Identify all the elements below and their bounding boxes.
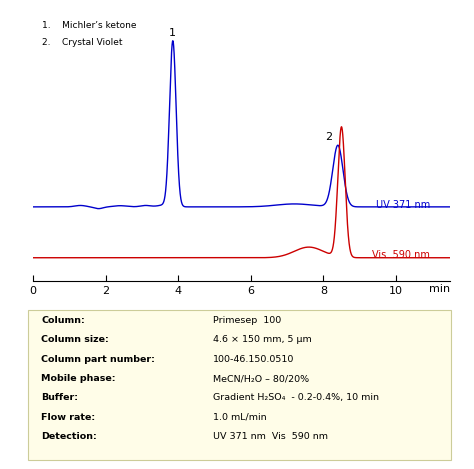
Text: UV 371 nm  Vis  590 nm: UV 371 nm Vis 590 nm [213, 432, 328, 441]
Text: 1.0 mL/min: 1.0 mL/min [213, 413, 266, 422]
Text: Detection:: Detection: [41, 432, 97, 441]
Text: 4.6 × 150 mm, 5 μm: 4.6 × 150 mm, 5 μm [213, 335, 312, 344]
Text: MeCN/H₂O – 80/20%: MeCN/H₂O – 80/20% [213, 374, 309, 383]
Text: 100-46.150.0510: 100-46.150.0510 [213, 355, 294, 364]
Text: Vis  590 nm: Vis 590 nm [373, 250, 430, 260]
Text: 2.    Crystal Violet: 2. Crystal Violet [42, 38, 123, 47]
Text: Primesep  100: Primesep 100 [213, 316, 281, 325]
Text: 2: 2 [325, 132, 332, 142]
Text: UV 371 nm: UV 371 nm [376, 199, 430, 210]
Text: 1: 1 [169, 28, 176, 38]
Text: 1.    Michler’s ketone: 1. Michler’s ketone [42, 21, 137, 30]
Text: Gradient H₂SO₄  - 0.2-0.4%, 10 min: Gradient H₂SO₄ - 0.2-0.4%, 10 min [213, 393, 379, 402]
Text: Buffer:: Buffer: [41, 393, 78, 402]
Text: Column:: Column: [41, 316, 85, 325]
Text: min: min [429, 284, 450, 294]
Text: Column size:: Column size: [41, 335, 109, 344]
Text: Mobile phase:: Mobile phase: [41, 374, 116, 383]
Text: Flow rate:: Flow rate: [41, 413, 95, 422]
FancyBboxPatch shape [28, 310, 451, 460]
Text: Column part number:: Column part number: [41, 355, 155, 364]
